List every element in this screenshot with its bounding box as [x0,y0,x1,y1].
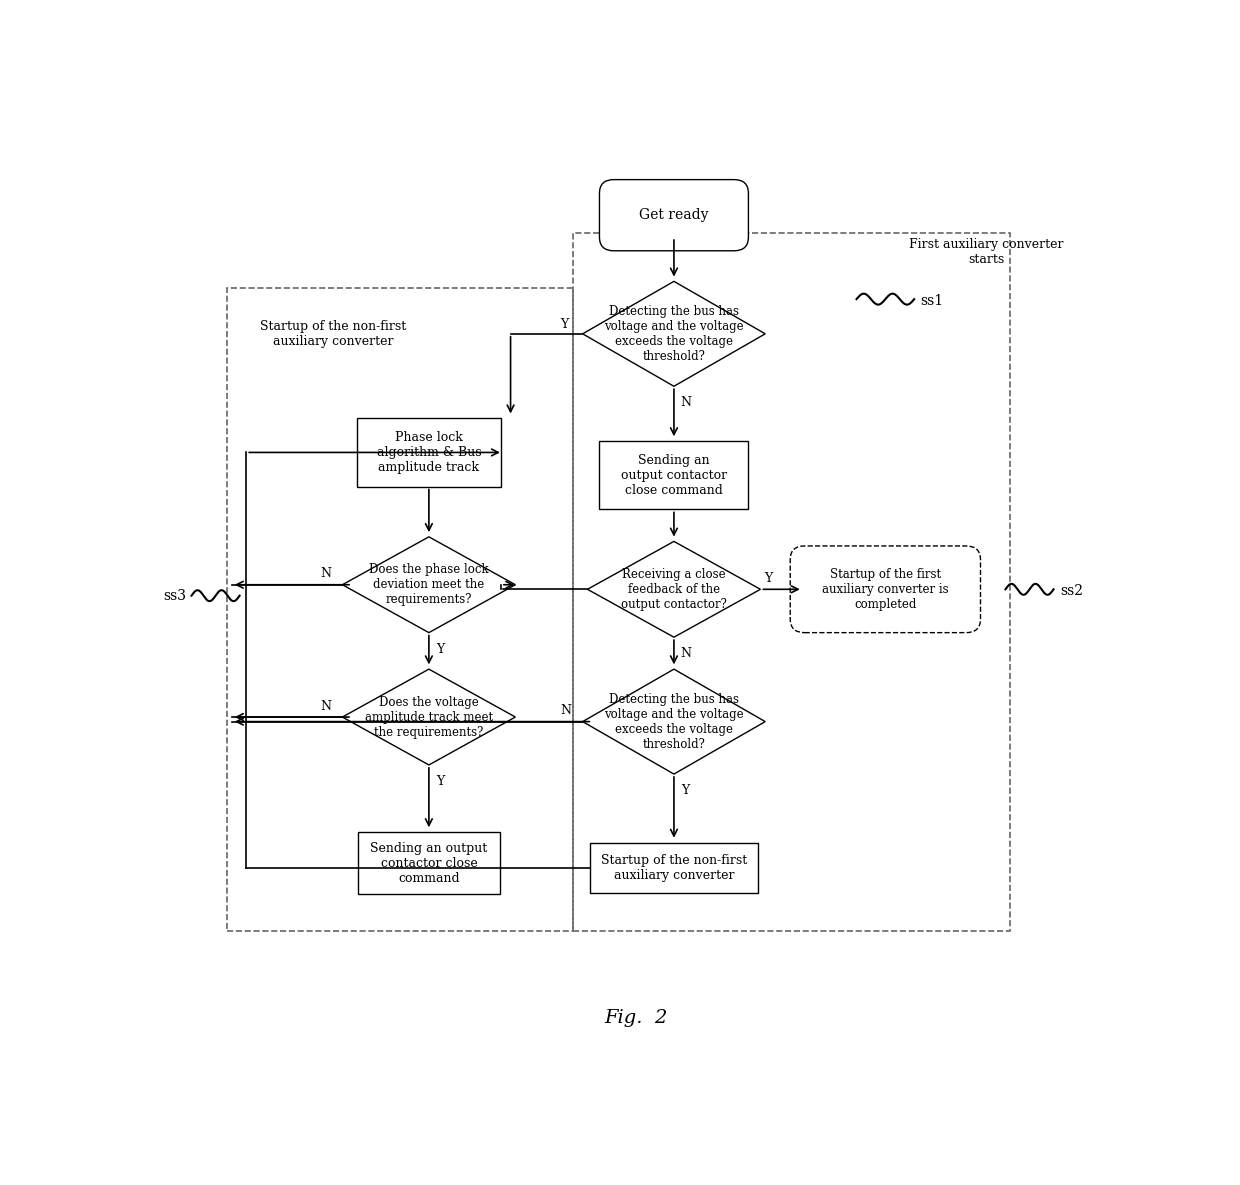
Text: Y: Y [436,775,445,788]
Text: Y: Y [560,319,568,331]
Text: Startup of the non-first
auxiliary converter: Startup of the non-first auxiliary conve… [259,320,405,348]
Text: Sending an output
contactor close
command: Sending an output contactor close comman… [371,841,487,884]
Text: First auxiliary converter
starts: First auxiliary converter starts [909,238,1064,265]
Bar [227,288,573,931]
Polygon shape [588,542,760,638]
Text: N: N [560,704,572,717]
Bar [599,441,749,510]
Text: Does the voltage
amplitude track meet
the requirements?: Does the voltage amplitude track meet th… [365,696,494,738]
Text: N: N [680,396,691,409]
FancyBboxPatch shape [599,180,749,251]
Text: Sending an
output contactor
close command: Sending an output contactor close comman… [621,454,727,497]
Text: Get ready: Get ready [639,209,709,223]
Text: Startup of the non-first
auxiliary converter: Startup of the non-first auxiliary conve… [601,853,746,882]
Text: Does the phase lock
deviation meet the
requirements?: Does the phase lock deviation meet the r… [370,563,489,607]
Polygon shape [342,537,516,633]
Text: Detecting the bus has
voltage and the voltage
exceeds the voltage
threshold?: Detecting the bus has voltage and the vo… [604,305,744,363]
Bar [358,832,500,893]
Text: Y: Y [764,572,773,585]
Text: ss3: ss3 [164,589,187,603]
Text: Fig.  2: Fig. 2 [604,1010,667,1027]
Text: N: N [680,647,691,660]
Bar [590,843,758,892]
Text: Detecting the bus has
voltage and the voltage
exceeds the voltage
threshold?: Detecting the bus has voltage and the vo… [604,692,744,750]
Text: Receiving a close
feedback of the
output contactor?: Receiving a close feedback of the output… [621,568,727,610]
Bar [573,233,1011,931]
Text: Phase lock
algorithm & Bus
amplitude track: Phase lock algorithm & Bus amplitude tra… [377,431,481,474]
Bar [357,418,501,487]
Text: N: N [320,568,331,581]
FancyBboxPatch shape [790,546,981,633]
Text: N: N [320,699,331,712]
Text: ss2: ss2 [1060,584,1084,598]
Polygon shape [583,281,765,386]
Text: Y: Y [436,642,445,655]
Text: ss1: ss1 [920,294,944,308]
Polygon shape [583,670,765,774]
Text: Y: Y [681,784,689,798]
Polygon shape [342,670,516,766]
Text: Startup of the first
auxiliary converter is
completed: Startup of the first auxiliary converter… [822,568,949,610]
